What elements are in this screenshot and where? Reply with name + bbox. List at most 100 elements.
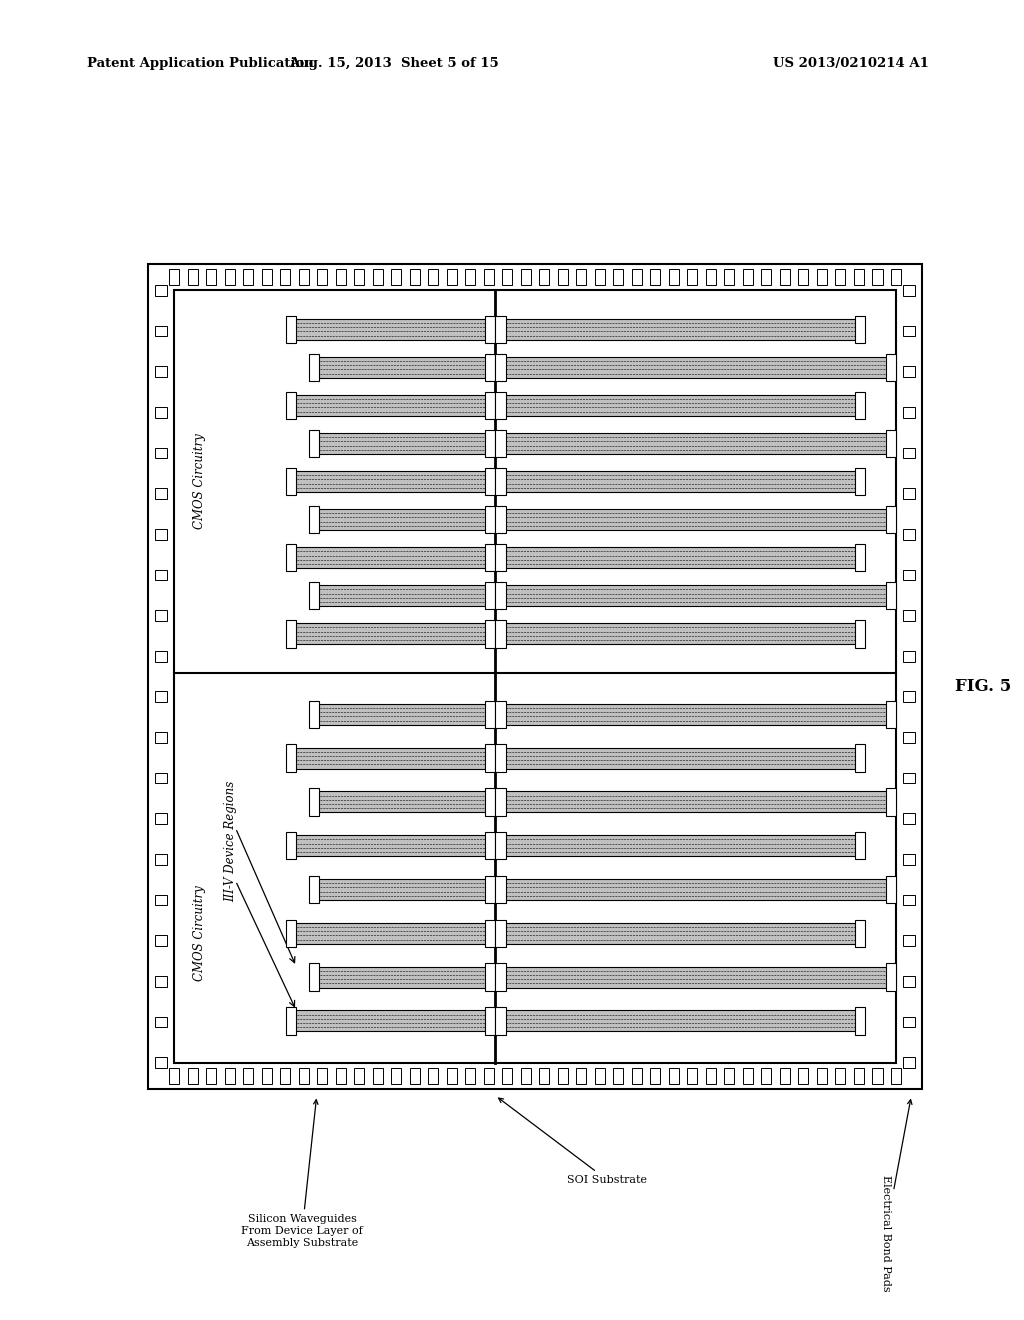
Bar (291, 395, 490, 416)
Bar (650, 1068, 660, 1084)
Bar (485, 467, 496, 495)
Bar (902, 772, 915, 784)
Bar (261, 269, 271, 285)
Bar (291, 471, 490, 492)
Bar (286, 392, 296, 420)
Bar (485, 832, 496, 859)
Text: CMOS Circuitry: CMOS Circuitry (194, 886, 206, 982)
Bar (855, 920, 865, 946)
Text: III-V Device Regions: III-V Device Regions (224, 780, 237, 902)
Bar (886, 506, 896, 533)
Bar (669, 1068, 679, 1084)
Bar (308, 875, 318, 903)
Bar (902, 975, 915, 986)
Bar (485, 582, 496, 610)
Bar (855, 832, 865, 859)
Bar (286, 544, 296, 572)
Bar (291, 318, 490, 339)
Bar (632, 1068, 642, 1084)
Bar (485, 964, 496, 991)
Bar (886, 788, 896, 816)
Bar (817, 1068, 827, 1084)
Bar (206, 269, 216, 285)
Bar (485, 354, 496, 381)
Bar (817, 269, 827, 285)
Bar (291, 1010, 490, 1031)
Bar (595, 269, 605, 285)
Bar (281, 269, 290, 285)
Bar (148, 264, 922, 1089)
Bar (902, 610, 915, 620)
Bar (886, 875, 896, 903)
Bar (243, 269, 253, 285)
Bar (496, 620, 506, 648)
Bar (485, 392, 496, 420)
Bar (902, 447, 915, 458)
Text: Patent Application Publication: Patent Application Publication (87, 57, 313, 70)
Bar (155, 733, 168, 743)
Bar (501, 585, 891, 606)
Bar (577, 269, 587, 285)
Bar (485, 788, 496, 816)
Bar (687, 1068, 697, 1084)
Bar (502, 269, 512, 285)
Bar (155, 367, 168, 378)
Bar (485, 744, 496, 772)
Bar (428, 1068, 438, 1084)
Bar (206, 1068, 216, 1084)
Bar (501, 836, 860, 857)
Bar (155, 772, 168, 784)
Bar (902, 895, 915, 906)
Bar (313, 879, 490, 900)
Bar (286, 744, 296, 772)
Bar (155, 936, 168, 946)
Bar (886, 430, 896, 457)
Bar (243, 1068, 253, 1084)
Bar (799, 269, 809, 285)
Bar (540, 1068, 549, 1084)
Bar (317, 269, 328, 285)
Bar (902, 692, 915, 702)
Bar (391, 269, 401, 285)
Bar (855, 1007, 865, 1035)
Bar (308, 430, 318, 457)
Bar (308, 788, 318, 816)
Bar (780, 1068, 790, 1084)
Bar (872, 1068, 883, 1084)
Bar (485, 506, 496, 533)
Bar (224, 1068, 234, 1084)
Bar (291, 546, 490, 568)
Bar (391, 1068, 401, 1084)
Bar (902, 1057, 915, 1068)
Bar (308, 506, 318, 533)
Bar (501, 879, 891, 900)
Bar (669, 269, 679, 285)
Bar (902, 1016, 915, 1027)
Bar (187, 269, 198, 285)
Bar (155, 610, 168, 620)
Bar (155, 285, 168, 296)
Bar (465, 269, 475, 285)
Bar (902, 733, 915, 743)
Bar (308, 354, 318, 381)
Bar (501, 704, 891, 725)
Bar (902, 488, 915, 499)
Bar (902, 936, 915, 946)
Bar (855, 392, 865, 420)
Bar (155, 447, 168, 458)
Bar (501, 546, 860, 568)
Bar (496, 920, 506, 946)
Bar (501, 395, 860, 416)
Bar (706, 1068, 716, 1084)
Bar (501, 792, 891, 813)
Bar (706, 269, 716, 285)
Bar (169, 269, 179, 285)
Bar (891, 1068, 901, 1084)
Bar (496, 964, 506, 991)
Bar (373, 269, 383, 285)
Bar (501, 356, 891, 378)
Bar (428, 269, 438, 285)
Bar (313, 585, 490, 606)
Bar (902, 854, 915, 865)
Bar (155, 488, 168, 499)
